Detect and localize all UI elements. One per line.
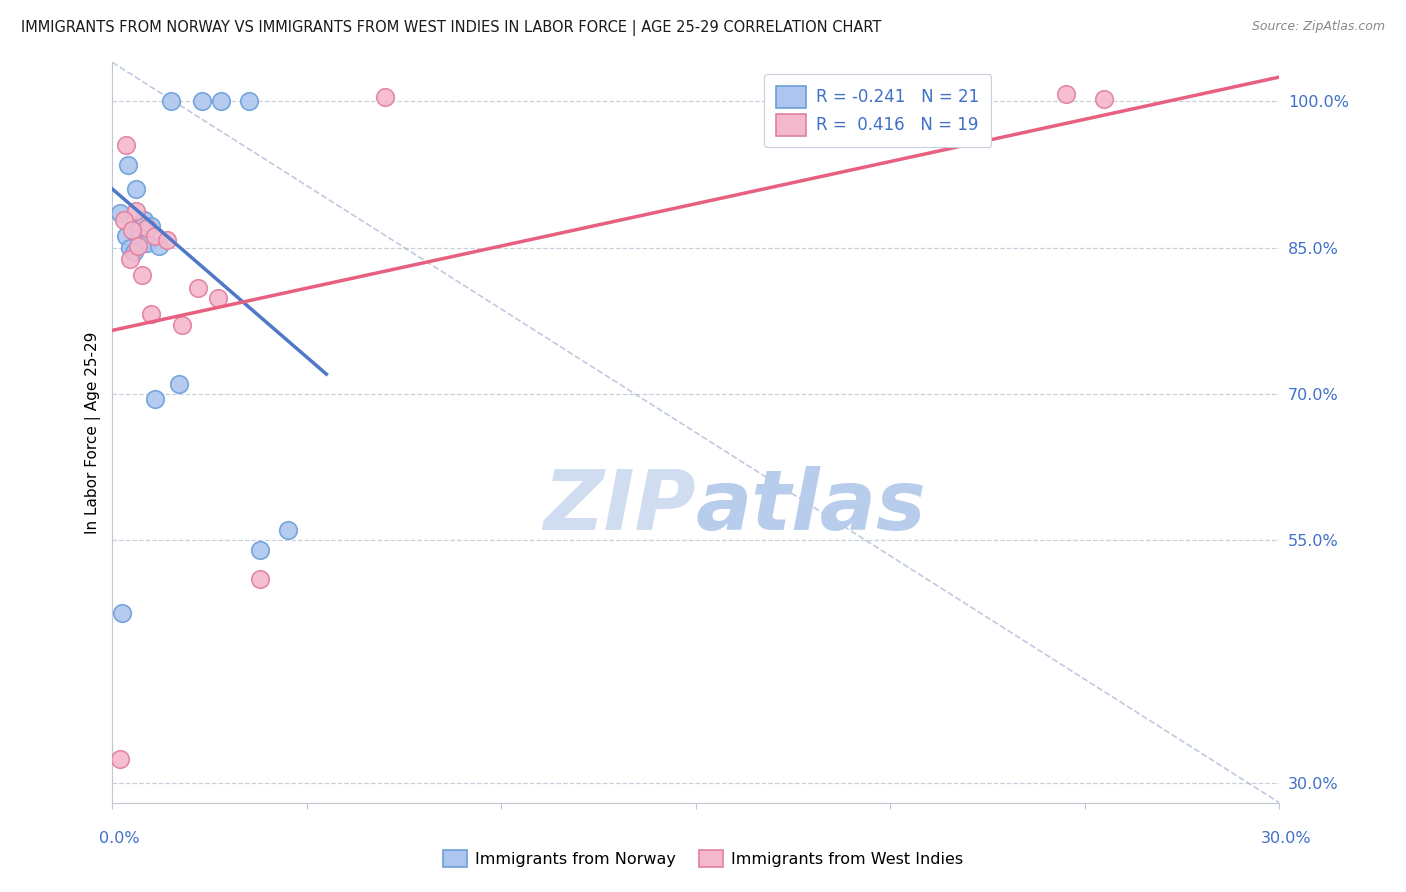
Point	[112, 213, 135, 227]
Point	[115, 228, 138, 243]
Point	[374, 89, 396, 103]
Point	[167, 376, 190, 391]
Point	[207, 291, 229, 305]
Point	[160, 95, 183, 109]
Point	[276, 523, 298, 537]
Point	[1094, 92, 1116, 106]
Point	[121, 223, 143, 237]
Y-axis label: In Labor Force | Age 25-29: In Labor Force | Age 25-29	[86, 332, 101, 533]
Legend: Immigrants from Norway, Immigrants from West Indies: Immigrants from Norway, Immigrants from …	[436, 844, 970, 873]
Point	[156, 233, 179, 247]
Point	[191, 95, 214, 109]
Legend: R = -0.241   N = 21, R =  0.416   N = 19: R = -0.241 N = 21, R = 0.416 N = 19	[765, 74, 991, 147]
Text: Source: ZipAtlas.com: Source: ZipAtlas.com	[1251, 20, 1385, 33]
Point	[143, 392, 166, 406]
Point	[131, 268, 153, 282]
Point	[132, 213, 155, 227]
Point	[143, 228, 166, 243]
Point	[209, 95, 232, 109]
Point	[110, 752, 132, 766]
Point	[118, 252, 141, 267]
Point	[117, 158, 139, 172]
Point	[111, 606, 134, 620]
Text: ZIP: ZIP	[543, 467, 696, 547]
Point	[136, 221, 159, 235]
Point	[118, 240, 141, 255]
Point	[125, 182, 148, 196]
Point	[136, 235, 159, 250]
Point	[249, 572, 271, 586]
Point	[1054, 87, 1077, 101]
Point	[249, 542, 271, 557]
Point	[172, 318, 194, 333]
Text: 0.0%: 0.0%	[100, 831, 139, 846]
Point	[115, 138, 138, 153]
Point	[125, 203, 148, 218]
Point	[127, 238, 149, 252]
Text: atlas: atlas	[696, 467, 927, 547]
Point	[121, 223, 143, 237]
Text: 30.0%: 30.0%	[1261, 831, 1312, 846]
Point	[141, 307, 163, 321]
Point	[122, 245, 145, 260]
Point	[238, 95, 260, 109]
Text: IMMIGRANTS FROM NORWAY VS IMMIGRANTS FROM WEST INDIES IN LABOR FORCE | AGE 25-29: IMMIGRANTS FROM NORWAY VS IMMIGRANTS FRO…	[21, 20, 882, 36]
Point	[148, 238, 170, 252]
Point	[128, 231, 150, 245]
Point	[141, 219, 163, 233]
Point	[110, 206, 132, 220]
Point	[187, 281, 209, 295]
